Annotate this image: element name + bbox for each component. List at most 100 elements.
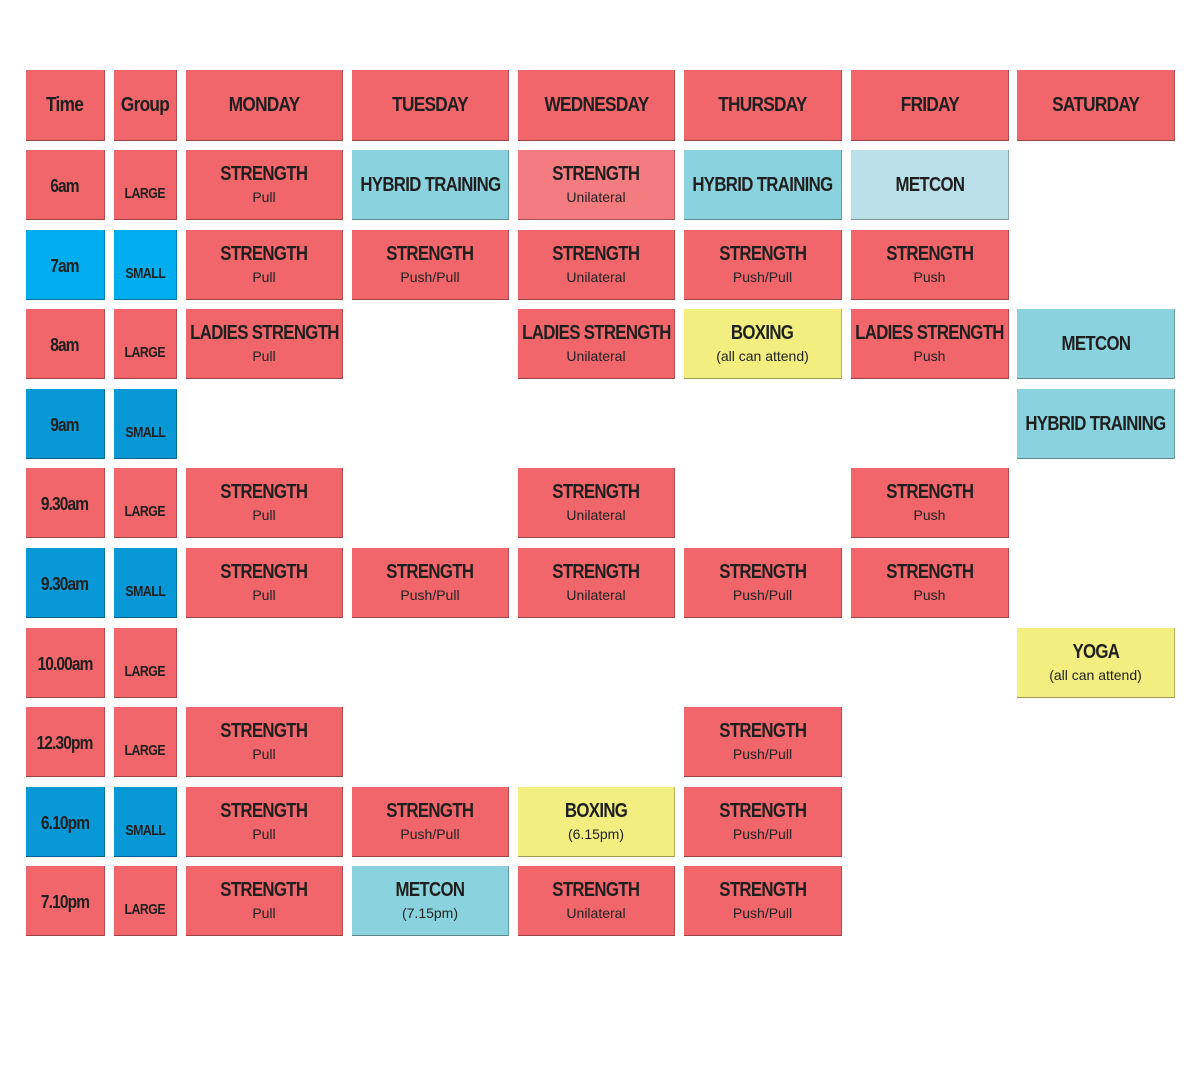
class-title: STRENGTH <box>386 561 474 583</box>
class-title: STRENGTH <box>220 720 308 742</box>
time-label: 10.00am <box>37 654 93 674</box>
header-group: Group <box>114 70 177 141</box>
class-friday-strength: STRENGTH Push <box>851 548 1009 618</box>
class-title: STRENGTH <box>220 481 308 503</box>
class-title: HYBRID TRAINING <box>1025 412 1166 435</box>
class-monday-strength: STRENGTH Pull <box>186 548 343 618</box>
time-label: 8am <box>50 335 80 355</box>
class-title: STRENGTH <box>718 561 807 583</box>
class-subtitle: Push/Pull <box>732 269 793 285</box>
group-cell: LARGE <box>114 707 177 777</box>
group-label: LARGE <box>124 503 166 520</box>
group-label: LARGE <box>124 185 166 202</box>
header-thursday: THURSDAY <box>684 70 842 141</box>
class-friday-strength: STRENGTH Push <box>851 468 1009 538</box>
class-friday-metcon: METCON <box>851 150 1009 220</box>
class-thursday-strength: STRENGTH Push/Pull <box>684 787 842 857</box>
class-subtitle: Pull <box>252 826 276 842</box>
class-thursday-strength: STRENGTH Push/Pull <box>684 548 842 618</box>
class-monday-strength: STRENGTH Pull <box>186 150 343 220</box>
class-subtitle: Push/Pull <box>400 269 460 285</box>
class-subtitle: Unilateral <box>566 348 626 364</box>
class-subtitle: Unilateral <box>566 507 626 523</box>
group-cell: SMALL <box>114 230 177 300</box>
class-title: METCON <box>395 879 465 901</box>
header-label: WEDNESDAY <box>543 93 649 116</box>
class-title: STRENGTH <box>220 800 308 822</box>
class-monday-strength: STRENGTH Pull <box>186 707 343 777</box>
class-title: HYBRID TRAINING <box>359 173 501 196</box>
class-monday-strength: STRENGTH Pull <box>186 787 343 857</box>
header-saturday: SATURDAY <box>1017 70 1175 141</box>
class-friday-ladies-strength: LADIES STRENGTH Push <box>851 309 1009 379</box>
class-title: STRENGTH <box>220 561 308 583</box>
time-label: 9.30am <box>41 574 89 594</box>
class-saturday-hybrid-training: HYBRID TRAINING <box>1017 389 1175 459</box>
class-subtitle: Push <box>913 348 946 364</box>
time-cell: 10.00am <box>26 628 105 698</box>
class-thursday-strength: STRENGTH Push/Pull <box>684 230 842 300</box>
group-cell: SMALL <box>114 389 177 459</box>
class-monday-strength: STRENGTH Pull <box>186 468 343 538</box>
class-title: STRENGTH <box>552 243 640 265</box>
group-label: LARGE <box>124 901 166 918</box>
class-title: BOXING <box>564 800 628 822</box>
class-title: STRENGTH <box>552 879 640 901</box>
class-subtitle: Push/Pull <box>732 905 793 921</box>
class-subtitle: Push <box>913 269 946 285</box>
class-subtitle: Push/Pull <box>400 826 460 842</box>
class-monday-strength: STRENGTH Pull <box>186 866 343 936</box>
class-subtitle: Pull <box>252 269 276 285</box>
class-title: STRENGTH <box>220 243 308 265</box>
header-label: Time <box>46 93 84 116</box>
time-cell: 8am <box>26 309 105 379</box>
header-label: SATURDAY <box>1051 93 1140 116</box>
group-cell: SMALL <box>114 787 177 857</box>
group-cell: LARGE <box>114 309 177 379</box>
group-cell: SMALL <box>114 548 177 618</box>
class-title: STRENGTH <box>386 800 474 822</box>
class-subtitle: Pull <box>252 189 276 205</box>
class-title: BOXING <box>731 322 794 344</box>
header-label: TUESDAY <box>392 93 468 116</box>
class-title: STRENGTH <box>718 720 807 742</box>
class-tuesday-strength: STRENGTH Push/Pull <box>352 548 509 618</box>
header-wednesday: WEDNESDAY <box>518 70 675 141</box>
time-cell: 7.10pm <box>26 866 105 936</box>
header-tuesday: TUESDAY <box>352 70 509 141</box>
class-subtitle: Push/Pull <box>732 587 793 603</box>
header-label: MONDAY <box>228 93 300 116</box>
time-cell: 9.30am <box>26 548 105 618</box>
time-cell: 9am <box>26 389 105 459</box>
class-subtitle: Push <box>913 587 946 603</box>
class-subtitle: Unilateral <box>566 269 626 285</box>
class-subtitle: (6.15pm) <box>567 826 625 842</box>
class-title: STRENGTH <box>552 163 640 185</box>
class-title: STRENGTH <box>220 879 308 901</box>
class-wednesday-boxing: BOXING (6.15pm) <box>518 787 675 857</box>
class-subtitle: Pull <box>252 746 276 762</box>
group-label: SMALL <box>125 583 165 600</box>
time-cell: 7am <box>26 230 105 300</box>
group-label: SMALL <box>125 822 165 839</box>
class-title: YOGA <box>1072 641 1119 663</box>
class-monday-strength: STRENGTH Pull <box>186 230 343 300</box>
class-title: METCON <box>895 173 964 196</box>
class-subtitle: Unilateral <box>566 189 626 205</box>
class-monday-ladies-strength: LADIES STRENGTH Pull <box>186 309 343 379</box>
class-wednesday-strength: STRENGTH Unilateral <box>518 150 675 220</box>
class-subtitle: Pull <box>252 905 276 921</box>
time-label: 7am <box>50 256 80 276</box>
class-title: STRENGTH <box>885 243 974 265</box>
class-title: LADIES STRENGTH <box>521 322 671 344</box>
class-thursday-strength: STRENGTH Push/Pull <box>684 707 842 777</box>
time-cell: 6am <box>26 150 105 220</box>
time-label: 6am <box>50 176 80 196</box>
group-label: LARGE <box>124 344 166 361</box>
class-thursday-boxing: BOXING (all can attend) <box>684 309 842 379</box>
class-saturday-yoga: YOGA (all can attend) <box>1017 628 1175 698</box>
time-label: 9.30am <box>41 494 89 514</box>
class-title: STRENGTH <box>885 481 974 503</box>
class-subtitle: Push/Pull <box>732 826 793 842</box>
